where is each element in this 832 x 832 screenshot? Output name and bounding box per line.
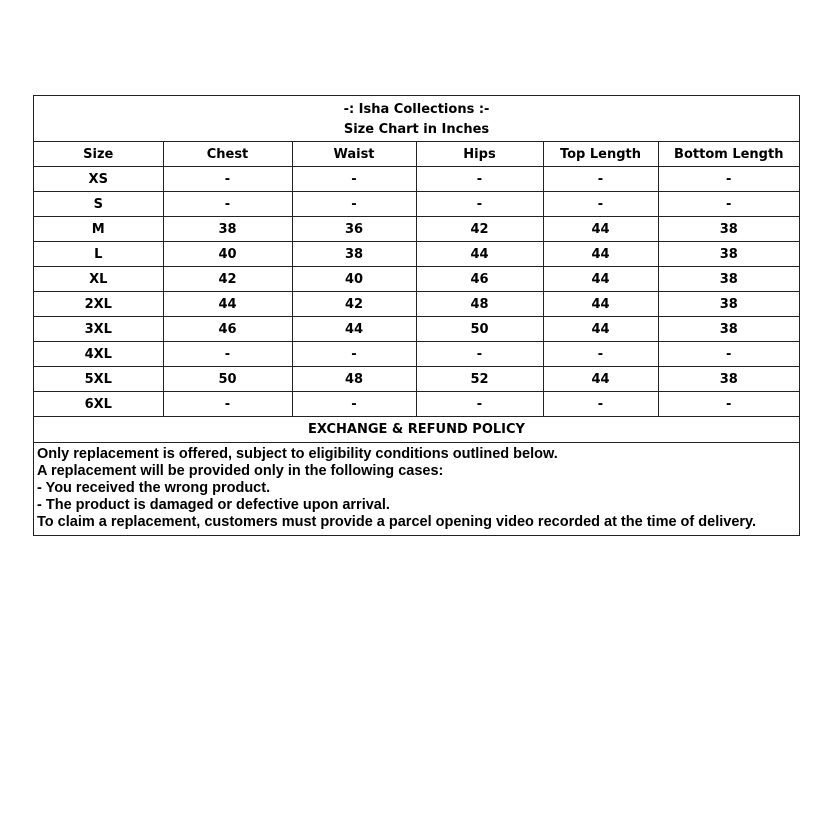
measurement-cell: 38 (657, 316, 799, 342)
measurement-cell: - (415, 191, 544, 217)
store-title: -: Isha Collections :- (343, 102, 490, 117)
policy-text: Only replacement is offered, subject to … (34, 443, 799, 535)
measurement-cell: 48 (291, 366, 417, 392)
size-cell: M (34, 216, 164, 242)
measurement-cell: - (415, 391, 544, 417)
measurement-cell: 42 (291, 291, 417, 317)
table-row: L 40 38 44 44 38 (34, 241, 799, 267)
size-cell: L (34, 241, 164, 267)
table-row: XL 42 40 46 44 38 (34, 266, 799, 292)
table-row: M 38 36 42 44 38 (34, 216, 799, 242)
measurement-cell: 46 (415, 266, 544, 292)
policy-line: Only replacement is offered, subject to … (37, 446, 558, 462)
measurement-cell: 42 (162, 266, 293, 292)
size-chart-document: -: Isha Collections :- Size Chart in Inc… (33, 95, 800, 536)
measurement-cell: - (291, 391, 417, 417)
measurement-cell: - (415, 166, 544, 192)
measurement-cell: 44 (542, 291, 659, 317)
column-header: Waist (291, 142, 417, 167)
measurement-cell: 44 (542, 316, 659, 342)
measurement-cell: 36 (291, 216, 417, 242)
table-row: 3XL 46 44 50 44 38 (34, 316, 799, 342)
measurement-cell: 38 (162, 216, 293, 242)
measurement-cell: 38 (657, 266, 799, 292)
policy-line: To claim a replacement, customers must p… (37, 514, 757, 530)
size-cell: 6XL (34, 391, 164, 417)
column-header: Bottom Length (657, 142, 799, 167)
chart-subtitle: Size Chart in Inches (343, 122, 490, 137)
size-cell: XS (34, 166, 164, 192)
header-row: Size Chest Waist Hips Top Length Bottom Lengt… (34, 142, 799, 167)
size-cell: 3XL (34, 316, 164, 342)
policy-line: - The product is damaged or defective up… (37, 497, 390, 513)
measurement-cell: 46 (162, 316, 293, 342)
title-block: -: Isha Collections :- Size Chart in Inc… (34, 96, 799, 142)
size-cell: 2XL (34, 291, 164, 317)
size-cell: 4XL (34, 341, 164, 367)
measurement-cell: 38 (657, 366, 799, 392)
table-row: XS - - - - - (34, 166, 799, 192)
measurement-cell: - (657, 166, 799, 192)
table-row: 4XL - - - - - (34, 341, 799, 367)
measurement-cell: 42 (415, 216, 544, 242)
column-header: Size (34, 142, 164, 167)
policy-line: A replacement will be provided only in t… (37, 463, 444, 479)
measurement-cell: 44 (542, 241, 659, 267)
measurement-cell: - (162, 391, 293, 417)
measurement-cell: - (542, 341, 659, 367)
column-header: Top Length (542, 142, 659, 167)
measurement-cell: - (542, 191, 659, 217)
measurement-cell: - (291, 191, 417, 217)
measurement-cell: - (542, 391, 659, 417)
measurement-cell: - (657, 391, 799, 417)
table-row: 2XL 44 42 48 44 38 (34, 291, 799, 317)
policy-line: - You received the wrong product. (37, 480, 271, 496)
measurement-cell: 38 (657, 216, 799, 242)
measurement-cell: 48 (415, 291, 544, 317)
measurement-cell: 38 (657, 291, 799, 317)
measurement-cell: 40 (162, 241, 293, 267)
measurement-cell: - (542, 166, 659, 192)
measurement-cell: 38 (657, 241, 799, 267)
measurement-cell: - (415, 341, 544, 367)
measurement-cell: 44 (542, 216, 659, 242)
column-header: Hips (415, 142, 544, 167)
measurement-cell: 44 (415, 241, 544, 267)
measurement-cell: 44 (162, 291, 293, 317)
measurement-cell: - (291, 166, 417, 192)
measurement-cell: - (657, 341, 799, 367)
measurement-cell: - (657, 191, 799, 217)
measurement-cell: 50 (162, 366, 293, 392)
measurement-cell: 44 (542, 266, 659, 292)
measurement-cell: - (162, 341, 293, 367)
measurement-cell: 52 (415, 366, 544, 392)
size-cell: S (34, 191, 164, 217)
measurement-cell: - (162, 166, 293, 192)
size-table: Size Chest Waist Hips Top Length Bottom Lengt… (34, 142, 799, 417)
measurement-cell: 40 (291, 266, 417, 292)
size-cell: XL (34, 266, 164, 292)
measurement-cell: - (291, 341, 417, 367)
column-header: Chest (162, 142, 293, 167)
measurement-cell: 44 (291, 316, 417, 342)
policy-title: EXCHANGE & REFUND POLICY (34, 417, 799, 443)
measurement-cell: 44 (542, 366, 659, 392)
table-row: 5XL 50 48 52 44 38 (34, 366, 799, 392)
measurement-cell: - (162, 191, 293, 217)
measurement-cell: 38 (291, 241, 417, 267)
measurement-cell: 50 (415, 316, 544, 342)
size-cell: 5XL (34, 366, 164, 392)
table-row: S----- (34, 191, 799, 217)
table-row: 6XL - - - - - (34, 391, 799, 417)
